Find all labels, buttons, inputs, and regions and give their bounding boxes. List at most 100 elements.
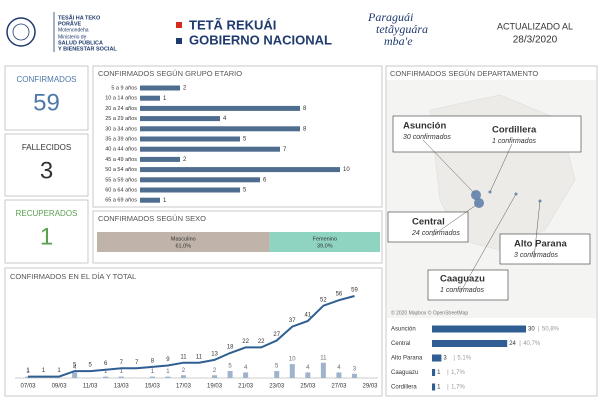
data-label: 24	[509, 341, 516, 347]
data-label: 1	[26, 369, 30, 375]
data-label: 2	[183, 157, 187, 163]
y-tick-label: 25 a 29 años	[105, 116, 137, 122]
percent-label: 1,7%	[451, 370, 465, 376]
data-label: 10	[343, 167, 350, 173]
bar	[289, 364, 295, 378]
kpi-value: 1	[40, 223, 53, 250]
kpi-value: 3	[40, 157, 53, 184]
data-label: 22	[258, 339, 265, 345]
data-label: 2	[213, 368, 217, 374]
flag-blue	[176, 38, 182, 44]
data-label: 1	[437, 385, 441, 391]
data-label: 11	[180, 354, 187, 360]
x-tick-label: 25/03	[300, 384, 316, 390]
bar	[432, 340, 508, 347]
percent-label: 40,7%	[523, 341, 541, 347]
separator: |	[447, 370, 449, 376]
x-tick-label: 23/03	[269, 384, 285, 390]
percent-label: 5,1%	[457, 356, 471, 362]
bar	[432, 369, 436, 376]
bar	[227, 371, 233, 378]
map-attribution: © 2020 Mapbox © OpenStreetMap	[391, 309, 468, 316]
map-dot	[471, 190, 481, 200]
y-tick-label: 60 a 64 años	[105, 187, 137, 193]
data-label: 9	[166, 357, 170, 363]
bar	[336, 372, 342, 378]
bar	[140, 95, 160, 101]
ministry-line: SALUD PÚBLICA	[58, 39, 103, 46]
callout-card	[392, 115, 582, 153]
bar	[118, 376, 124, 378]
data-label: 11	[196, 354, 203, 360]
percent-label: 1,7%	[451, 385, 465, 391]
data-label: 1	[57, 368, 61, 374]
x-tick-label: 27/03	[331, 384, 347, 390]
y-tick-label: 10 a 14 años	[105, 96, 137, 102]
data-label: 1	[163, 198, 167, 204]
bar	[140, 156, 180, 162]
callout-name: Asunción	[403, 121, 446, 132]
separator: |	[447, 385, 449, 391]
daily-panel	[4, 267, 383, 397]
x-tick-label: 07/03	[20, 384, 36, 390]
bar	[274, 371, 280, 378]
slogan-line: mba'e	[384, 34, 413, 48]
panel-title: CONFIRMADOS SEGÚN GRUPO ETARIO	[98, 69, 242, 78]
line	[28, 295, 355, 378]
bar	[140, 167, 340, 173]
y-tick-label: Asunción	[391, 327, 416, 333]
y-tick-label: 65 a 69 años	[105, 198, 137, 204]
callout-card	[427, 269, 509, 301]
leader-line	[431, 202, 480, 237]
segment-label: 39,0%	[317, 243, 333, 249]
data-label: 11	[320, 355, 327, 361]
bar-segment	[269, 232, 380, 252]
bar	[320, 362, 326, 378]
data-label: 3	[353, 366, 357, 372]
bar	[432, 354, 442, 362]
kpi-label: FALLECIDOS	[22, 143, 71, 152]
ministry-line: TESÃI HA TEKO	[58, 14, 101, 21]
data-label: 1	[151, 369, 155, 375]
data-label: 4	[223, 116, 227, 122]
x-tick-label: 29/03	[362, 384, 378, 390]
data-label: 2	[182, 368, 186, 374]
data-label: 1	[120, 369, 124, 375]
flag-red	[176, 22, 182, 28]
data-label: 4	[73, 365, 77, 371]
data-label: 8	[151, 358, 155, 364]
leader-line	[459, 193, 517, 294]
kpi-panel	[4, 133, 89, 197]
segment-label: 61,0%	[176, 243, 192, 249]
leader-line	[533, 200, 541, 259]
panel-title: CONFIRMADOS EN EL DÍA Y TOTAL	[10, 272, 136, 281]
x-tick-label: 13/03	[114, 384, 130, 390]
bar	[140, 197, 160, 203]
leader-line	[489, 143, 513, 193]
bar	[180, 375, 186, 378]
data-label: 5	[243, 137, 247, 143]
bar	[140, 105, 300, 111]
y-tick-label: Cordillera	[391, 385, 417, 391]
callout-label: 1 confirmados	[492, 138, 536, 145]
data-label: 7	[135, 360, 139, 366]
callout-label: 24 confirmados	[411, 230, 460, 237]
x-tick-label: 15/03	[145, 384, 161, 390]
callout-label: 3 confirmados	[514, 252, 558, 259]
gov-line2: GOBIERNO NACIONAL	[189, 32, 332, 47]
data-label: 52	[320, 297, 327, 303]
updated-date: 28/3/2020	[513, 35, 558, 46]
data-label: 1	[163, 96, 167, 102]
kpi-panel	[4, 199, 89, 264]
y-tick-label: 30 a 34 años	[105, 126, 137, 132]
data-label: 30	[528, 327, 535, 333]
kpi-value: 59	[33, 89, 60, 116]
slogan-line: tetãyguára	[376, 22, 428, 36]
ministry-seal	[6, 17, 36, 47]
map-dot	[488, 190, 492, 194]
bar	[140, 136, 240, 142]
bar	[103, 376, 109, 378]
gov-line1: TETÃ REKUÁI	[189, 17, 276, 32]
panel-title: CONFIRMADOS SEGÚN DEPARTAMENTO	[390, 69, 538, 78]
callout-label: 30 confirmados	[403, 134, 451, 141]
